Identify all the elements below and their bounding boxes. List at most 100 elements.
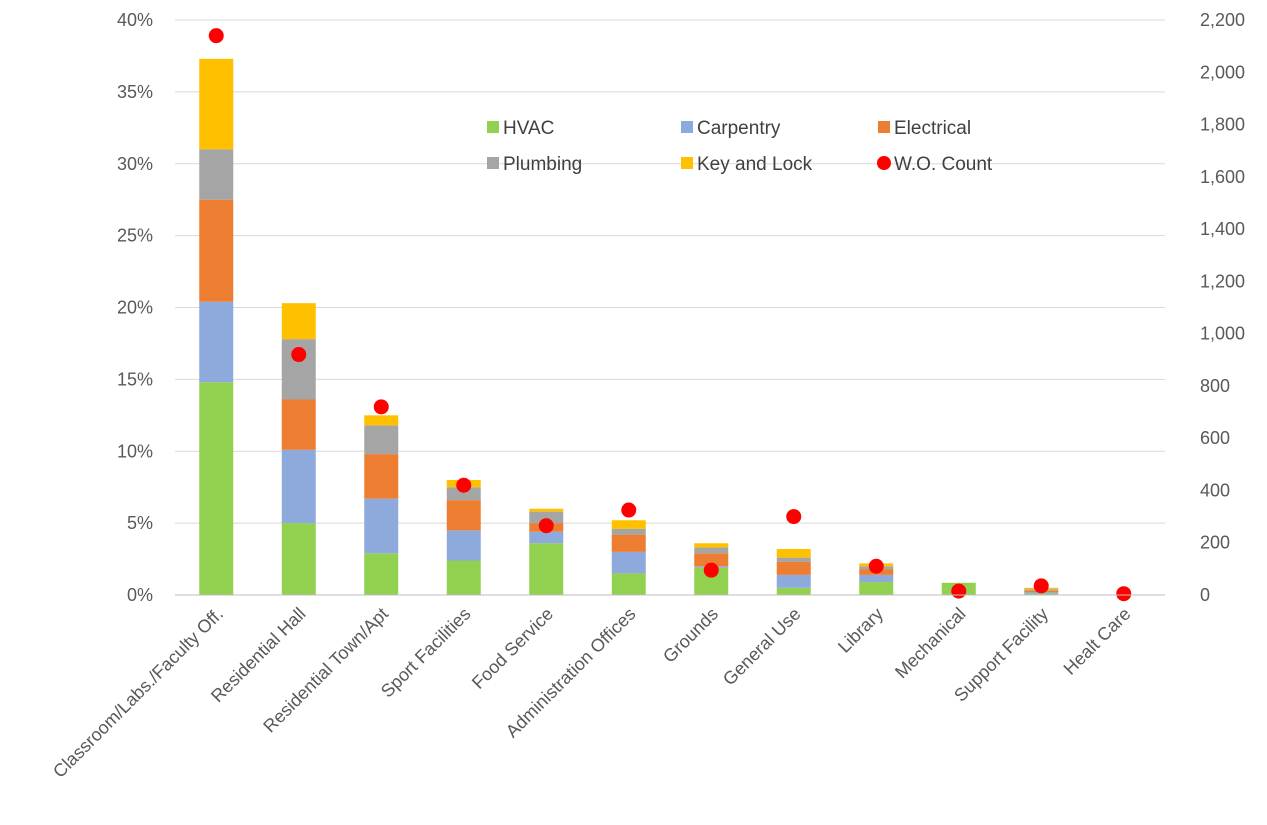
bar-segment-carpentry <box>611 551 646 574</box>
bar-segment-key-and-lock <box>611 520 646 529</box>
legend-label: Plumbing <box>503 154 582 175</box>
y-tick-label: 40% <box>117 10 153 30</box>
x-tick-label: General Use <box>719 604 805 690</box>
bar-segment-plumbing <box>694 547 729 554</box>
wo-count-point <box>703 562 719 578</box>
bar-segment-carpentry <box>199 301 234 383</box>
bar-segment-key-and-lock <box>364 415 399 426</box>
wo-count-point <box>1033 578 1049 594</box>
legend-swatch <box>877 156 891 170</box>
legend-label: Electrical <box>894 118 971 139</box>
bar-segment-electrical <box>611 534 646 552</box>
x-tick-label: Library <box>834 604 887 657</box>
bar-segment-plumbing <box>776 557 811 562</box>
x-tick-label: Food Service <box>468 604 557 693</box>
bar-segment-plumbing <box>446 487 481 501</box>
x-tick-label: Grounds <box>659 604 722 667</box>
y-tick-label: 15% <box>117 369 153 389</box>
bar-segment-electrical <box>776 561 811 575</box>
y-tick-label: 10% <box>117 441 153 461</box>
bar-segment-hvac <box>281 523 316 595</box>
bar-segment-hvac <box>199 382 234 595</box>
legend-label: W.O. Count <box>894 154 993 175</box>
wo-count-point <box>951 583 967 599</box>
bar-segment-plumbing <box>199 149 234 200</box>
bar-segment-electrical <box>199 199 234 302</box>
y2-tick-label: 1,600 <box>1200 167 1245 187</box>
bar-segment-key-and-lock <box>776 549 811 558</box>
gridlines <box>175 19 1165 596</box>
legend-item: W.O. Count <box>877 154 993 175</box>
legend-item: Key and Lock <box>681 154 813 175</box>
bar-segment-electrical <box>694 553 729 567</box>
y2-tick-label: 600 <box>1200 428 1230 448</box>
bar-segment-carpentry <box>364 498 399 554</box>
y-tick-label: 35% <box>117 82 153 102</box>
wo-count-point <box>621 502 637 518</box>
bar-segment-carpentry <box>446 530 481 561</box>
bar-segment-key-and-lock <box>529 508 564 512</box>
bar-segment-carpentry <box>281 449 316 524</box>
legend-swatch <box>681 121 693 133</box>
bar-segment-key-and-lock <box>199 58 234 150</box>
bar-segment-hvac <box>529 543 564 595</box>
x-tick-label: Sport Facilities <box>377 604 475 702</box>
y2-tick-label: 1,400 <box>1200 219 1245 239</box>
wo-count-point <box>373 399 389 415</box>
bar-segment-hvac <box>776 587 811 595</box>
bar-segment-plumbing <box>364 425 399 455</box>
y2-tick-label: 800 <box>1200 376 1230 396</box>
bar-segment-key-and-lock <box>694 543 729 548</box>
legend-item: Plumbing <box>487 154 582 175</box>
x-tick-label: Mechanical <box>891 604 970 683</box>
legend-label: Key and Lock <box>697 154 813 175</box>
legend-label: Carpentry <box>697 118 781 139</box>
y2-tick-label: 200 <box>1200 533 1230 553</box>
x-tick-label: Classroom/Labs./Faculty Off. <box>49 604 227 782</box>
wo-count-points <box>208 28 1132 602</box>
wo-count-point <box>208 28 224 44</box>
legend-swatch <box>487 121 499 133</box>
legend: HVAC Carpentry Electrical Plumbing Key and L… <box>487 118 993 175</box>
bar-segment-hvac <box>1024 593 1059 595</box>
wo-count-point <box>786 509 802 525</box>
y-tick-label: 25% <box>117 226 153 246</box>
y-tick-label: 20% <box>117 298 153 318</box>
bar-segment-plumbing <box>529 511 564 524</box>
y2-tick-label: 0 <box>1200 585 1210 605</box>
bars <box>199 58 1059 595</box>
bar-segment-hvac <box>446 560 481 595</box>
legend-swatch <box>878 121 890 133</box>
y2-tick-label: 1,800 <box>1200 115 1245 135</box>
bar-segment-key-and-lock <box>281 303 316 340</box>
y-tick-label: 0% <box>127 585 153 605</box>
y-tick-label: 30% <box>117 154 153 174</box>
wo-count-point <box>456 477 472 493</box>
bar-segment-plumbing <box>611 528 646 535</box>
bar-segment-electrical <box>281 399 316 450</box>
bar-segment-hvac <box>859 582 894 595</box>
legend-swatch <box>487 157 499 169</box>
bar-segment-carpentry <box>859 574 894 583</box>
legend-item: Electrical <box>878 118 971 139</box>
bar-segment-hvac <box>364 553 399 595</box>
wo-count-point <box>1116 586 1132 602</box>
wo-count-point <box>868 558 884 574</box>
legend-item: Carpentry <box>681 118 781 139</box>
bar-segment-carpentry <box>529 531 564 544</box>
y2-tick-label: 1,200 <box>1200 271 1245 291</box>
bar-segment-carpentry <box>776 574 811 588</box>
x-tick-label: Healt Care <box>1060 604 1135 679</box>
legend-swatch <box>681 157 693 169</box>
y-tick-label: 5% <box>127 513 153 533</box>
legend-item: HVAC <box>487 118 554 139</box>
bar-segment-hvac <box>611 573 646 595</box>
y2-tick-label: 2,000 <box>1200 62 1245 82</box>
wo-count-point <box>291 347 307 363</box>
y2-tick-label: 400 <box>1200 480 1230 500</box>
legend-label: HVAC <box>503 118 554 139</box>
y2-tick-label: 1,000 <box>1200 324 1245 344</box>
wo-count-point <box>538 518 554 534</box>
